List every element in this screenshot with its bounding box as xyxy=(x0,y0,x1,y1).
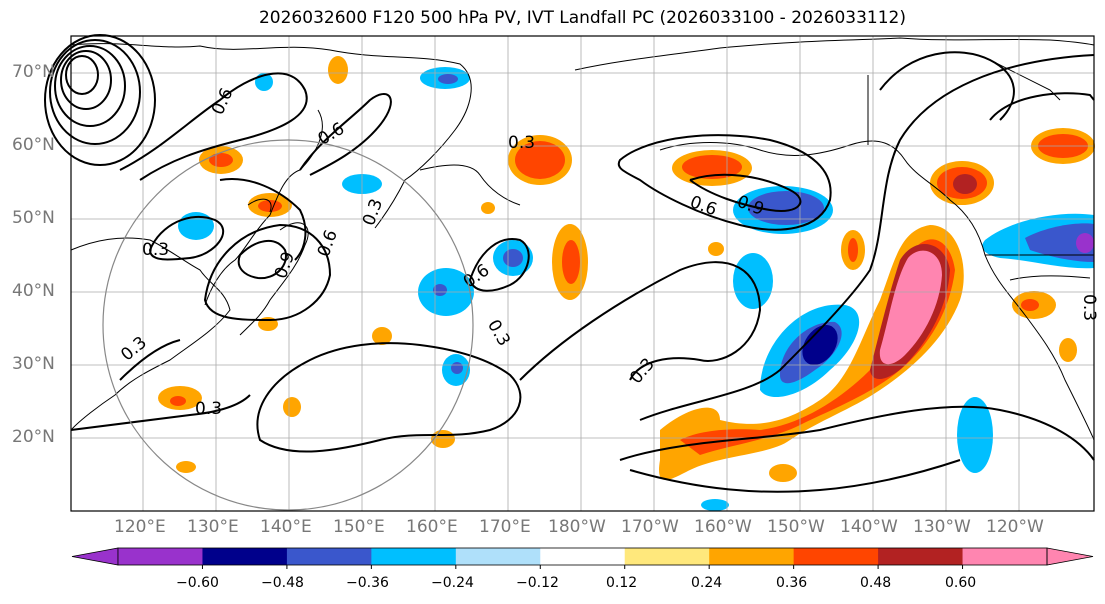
lon-label: 130°W xyxy=(913,517,971,537)
colorbar xyxy=(71,547,1094,569)
colorbar-outline xyxy=(117,547,1048,566)
colorbar-swatch xyxy=(962,548,1048,565)
colorbar-swatch xyxy=(624,548,710,565)
colorbar-tick-label: −0.60 xyxy=(176,575,219,591)
contour-label: 0.3 xyxy=(142,240,169,260)
colorbar-tick-label: 0.12 xyxy=(606,575,638,591)
lon-label: 120°W xyxy=(986,517,1044,537)
lon-label: 120°E xyxy=(114,517,166,537)
colorbar-tick-label: −0.48 xyxy=(261,575,304,591)
colorbar-swatch xyxy=(118,548,203,565)
lon-label: 160°W xyxy=(694,517,752,537)
lat-label: 70°N xyxy=(12,62,55,82)
lat-label: 40°N xyxy=(12,281,55,301)
colorbar-swatch xyxy=(202,548,288,565)
colorbar-swatch xyxy=(371,548,457,565)
colorbar-tick-label: −0.36 xyxy=(346,575,389,591)
colorbar-extend-high xyxy=(1046,547,1094,566)
colorbar-swatch xyxy=(709,548,795,565)
colorbar-tick-label: 0.36 xyxy=(776,575,808,591)
colorbar-swatch xyxy=(455,548,541,565)
map-frame xyxy=(70,35,1095,512)
lat-label: 30°N xyxy=(12,354,55,374)
colorbar-swatch xyxy=(286,548,372,565)
colorbar-tick-label: −0.12 xyxy=(516,575,559,591)
lat-label: 50°N xyxy=(12,208,55,228)
colorbar-tick-label: 0.60 xyxy=(945,575,977,591)
colorbar-swatch xyxy=(878,548,964,565)
contour-label: 0.3 xyxy=(195,399,222,419)
lon-label: 150°E xyxy=(333,517,385,537)
region-circle xyxy=(102,139,474,511)
lon-label: 160°E xyxy=(406,517,458,537)
contour-label: 0.3 xyxy=(508,133,535,153)
pv-contours xyxy=(44,34,1095,493)
lon-label: 150°W xyxy=(767,517,825,537)
colorbar-swatch xyxy=(793,548,879,565)
colorbar-tick-label: 0.24 xyxy=(691,575,723,591)
lat-label: 60°N xyxy=(12,135,55,155)
coastlines xyxy=(70,37,1095,441)
map-title: 2026032600 F120 500 hPa PV, IVT Landfall… xyxy=(258,8,906,28)
colorbar-tick-label: 0.48 xyxy=(860,575,892,591)
lon-label: 140°E xyxy=(260,517,312,537)
contour-label: 0.3 xyxy=(1079,294,1099,321)
lon-label: 170°W xyxy=(621,517,679,537)
lon-label: 130°E xyxy=(187,517,239,537)
colorbar-swatch xyxy=(540,548,626,565)
lon-label: 180°W xyxy=(548,517,606,537)
anomaly-shading xyxy=(158,56,1095,511)
lon-label: 140°W xyxy=(840,517,898,537)
colorbar-extend-low xyxy=(71,547,119,566)
colorbar-tick-label: −0.24 xyxy=(431,575,474,591)
lon-label: 170°E xyxy=(479,517,531,537)
lat-label: 20°N xyxy=(12,427,55,447)
